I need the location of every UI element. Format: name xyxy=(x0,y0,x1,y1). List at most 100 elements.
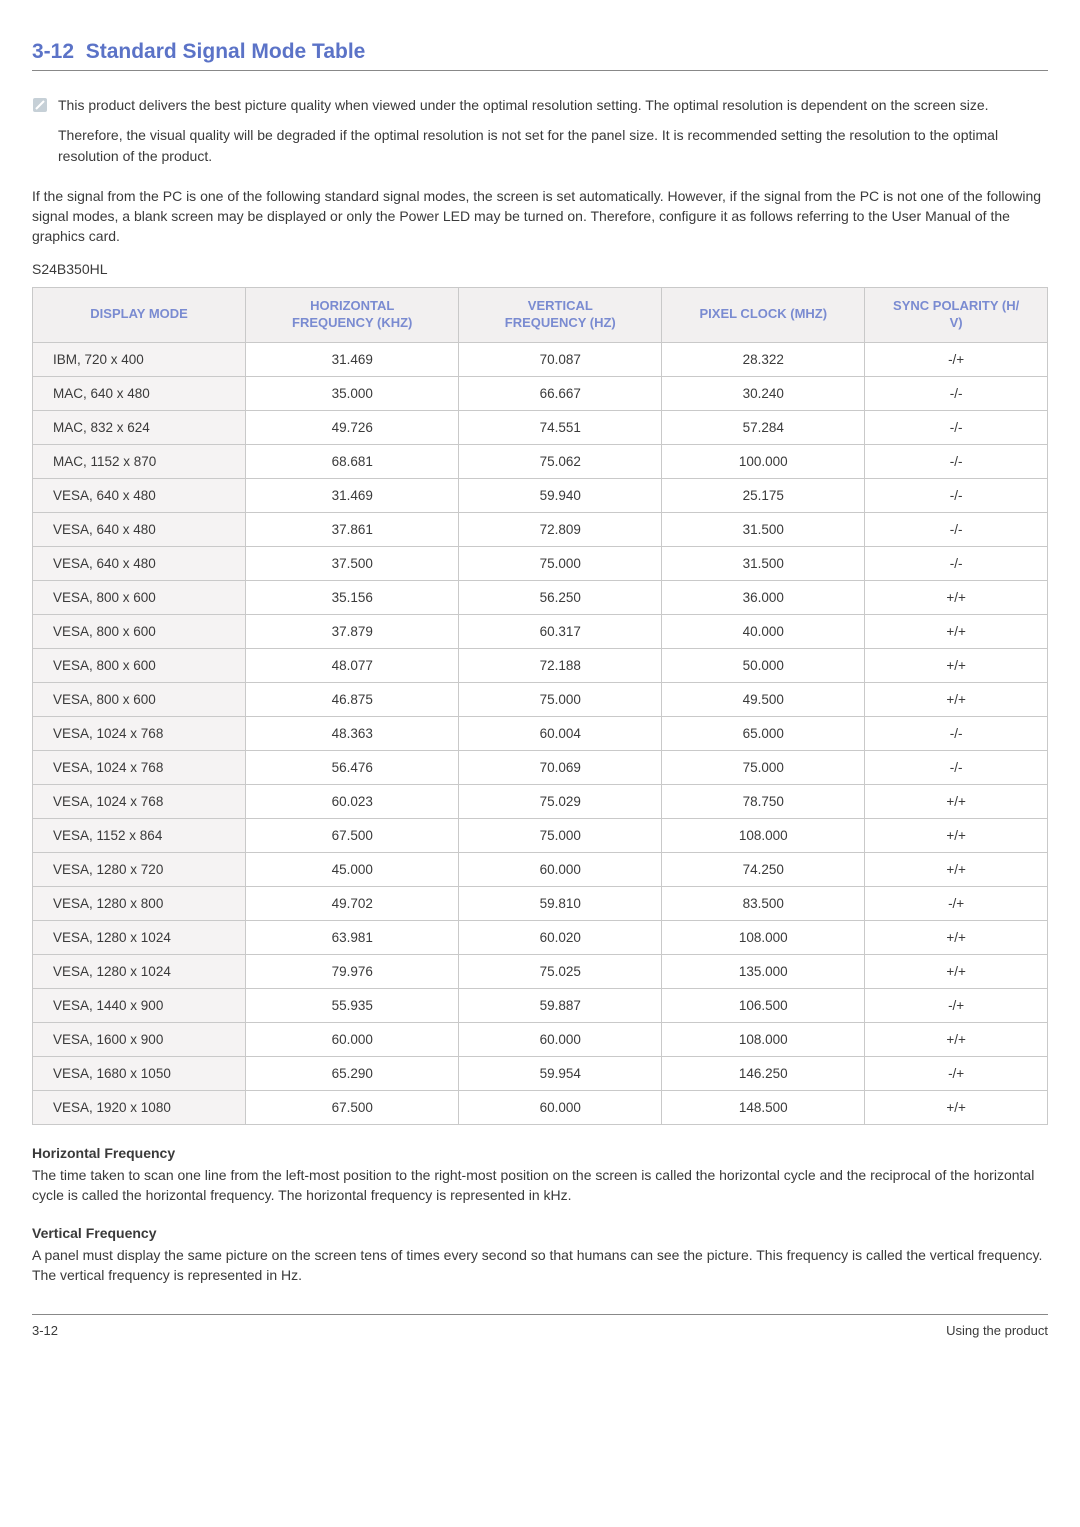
table-row: MAC, 640 x 48035.00066.66730.240-/- xyxy=(33,376,1048,410)
table-cell: 40.000 xyxy=(662,614,865,648)
table-row: VESA, 1280 x 102479.97675.025135.000+/+ xyxy=(33,954,1048,988)
table-cell: 31.469 xyxy=(246,478,459,512)
table-cell: 60.020 xyxy=(459,920,662,954)
table-cell: VESA, 1024 x 768 xyxy=(33,784,246,818)
table-cell: 108.000 xyxy=(662,818,865,852)
table-cell: 31.500 xyxy=(662,546,865,580)
table-cell: 83.500 xyxy=(662,886,865,920)
table-cell: 68.681 xyxy=(246,444,459,478)
table-cell: 49.726 xyxy=(246,410,459,444)
table-row: VESA, 1152 x 86467.50075.000108.000+/+ xyxy=(33,818,1048,852)
table-cell: 36.000 xyxy=(662,580,865,614)
table-cell: 74.250 xyxy=(662,852,865,886)
table-cell: 28.322 xyxy=(662,342,865,376)
table-row: VESA, 1024 x 76860.02375.02978.750+/+ xyxy=(33,784,1048,818)
table-row: VESA, 640 x 48037.86172.80931.500-/- xyxy=(33,512,1048,546)
table-cell: 60.000 xyxy=(246,1022,459,1056)
page-footer: 3-12 Using the product xyxy=(32,1323,1048,1338)
table-cell: VESA, 800 x 600 xyxy=(33,648,246,682)
table-cell: -/- xyxy=(865,444,1048,478)
table-cell: 148.500 xyxy=(662,1090,865,1124)
table-cell: VESA, 800 x 600 xyxy=(33,614,246,648)
table-row: VESA, 1024 x 76848.36360.00465.000-/- xyxy=(33,716,1048,750)
table-cell: 75.029 xyxy=(459,784,662,818)
table-cell: 45.000 xyxy=(246,852,459,886)
table-header-cell: PIXEL CLOCK (MHZ) xyxy=(662,287,865,342)
table-cell: 100.000 xyxy=(662,444,865,478)
table-header-row: DISPLAY MODEHORIZONTALFREQUENCY (KHZ)VER… xyxy=(33,287,1048,342)
table-row: VESA, 640 x 48031.46959.94025.175-/- xyxy=(33,478,1048,512)
table-cell: 48.077 xyxy=(246,648,459,682)
table-row: VESA, 1440 x 90055.93559.887106.500-/+ xyxy=(33,988,1048,1022)
table-cell: 35.156 xyxy=(246,580,459,614)
table-cell: +/+ xyxy=(865,580,1048,614)
table-cell: 75.000 xyxy=(459,818,662,852)
table-row: MAC, 1152 x 87068.68175.062100.000-/- xyxy=(33,444,1048,478)
table-cell: MAC, 640 x 480 xyxy=(33,376,246,410)
table-cell: VESA, 1280 x 800 xyxy=(33,886,246,920)
note-paragraph-1: This product delivers the best picture q… xyxy=(58,95,1048,115)
table-cell: 75.000 xyxy=(459,682,662,716)
table-cell: +/+ xyxy=(865,682,1048,716)
signal-mode-table: DISPLAY MODEHORIZONTALFREQUENCY (KHZ)VER… xyxy=(32,287,1048,1125)
table-cell: 49.500 xyxy=(662,682,865,716)
table-cell: 60.000 xyxy=(459,1022,662,1056)
table-cell: 60.000 xyxy=(459,1090,662,1124)
footer-right: Using the product xyxy=(946,1323,1048,1338)
table-cell: -/- xyxy=(865,410,1048,444)
note-icon xyxy=(32,97,48,113)
table-cell: 65.000 xyxy=(662,716,865,750)
table-row: VESA, 1920 x 108067.50060.000148.500+/+ xyxy=(33,1090,1048,1124)
table-header-cell: SYNC POLARITY (H/V) xyxy=(865,287,1048,342)
table-cell: VESA, 1280 x 1024 xyxy=(33,954,246,988)
horiz-freq-heading: Horizontal Frequency xyxy=(32,1145,1048,1161)
table-cell: 59.954 xyxy=(459,1056,662,1090)
table-cell: 65.290 xyxy=(246,1056,459,1090)
table-cell: +/+ xyxy=(865,920,1048,954)
table-cell: 60.004 xyxy=(459,716,662,750)
table-cell: 70.087 xyxy=(459,342,662,376)
table-row: VESA, 800 x 60048.07772.18850.000+/+ xyxy=(33,648,1048,682)
table-cell: -/- xyxy=(865,478,1048,512)
table-cell: 135.000 xyxy=(662,954,865,988)
table-cell: 146.250 xyxy=(662,1056,865,1090)
table-cell: VESA, 1280 x 1024 xyxy=(33,920,246,954)
table-row: MAC, 832 x 62449.72674.55157.284-/- xyxy=(33,410,1048,444)
table-row: VESA, 800 x 60035.15656.25036.000+/+ xyxy=(33,580,1048,614)
table-cell: 70.069 xyxy=(459,750,662,784)
table-row: IBM, 720 x 40031.46970.08728.322-/+ xyxy=(33,342,1048,376)
intro-paragraph: If the signal from the PC is one of the … xyxy=(32,186,1048,247)
table-cell: 30.240 xyxy=(662,376,865,410)
table-header-cell: VERTICALFREQUENCY (HZ) xyxy=(459,287,662,342)
table-cell: VESA, 800 x 600 xyxy=(33,580,246,614)
table-cell: 35.000 xyxy=(246,376,459,410)
table-cell: 75.000 xyxy=(662,750,865,784)
table-cell: +/+ xyxy=(865,784,1048,818)
table-row: VESA, 1280 x 80049.70259.81083.500-/+ xyxy=(33,886,1048,920)
table-cell: 67.500 xyxy=(246,818,459,852)
table-cell: +/+ xyxy=(865,954,1048,988)
table-cell: VESA, 1024 x 768 xyxy=(33,750,246,784)
table-row: VESA, 800 x 60046.87575.00049.500+/+ xyxy=(33,682,1048,716)
table-body: IBM, 720 x 40031.46970.08728.322-/+MAC, … xyxy=(33,342,1048,1124)
table-cell: -/- xyxy=(865,546,1048,580)
table-cell: 48.363 xyxy=(246,716,459,750)
table-cell: 59.940 xyxy=(459,478,662,512)
table-cell: VESA, 640 x 480 xyxy=(33,546,246,580)
table-cell: -/- xyxy=(865,376,1048,410)
table-cell: 67.500 xyxy=(246,1090,459,1124)
table-cell: -/- xyxy=(865,716,1048,750)
table-cell: 55.935 xyxy=(246,988,459,1022)
table-cell: 72.188 xyxy=(459,648,662,682)
table-row: VESA, 800 x 60037.87960.31740.000+/+ xyxy=(33,614,1048,648)
table-cell: 50.000 xyxy=(662,648,865,682)
table-cell: VESA, 1440 x 900 xyxy=(33,988,246,1022)
table-cell: VESA, 1280 x 720 xyxy=(33,852,246,886)
table-cell: 60.000 xyxy=(459,852,662,886)
table-cell: -/- xyxy=(865,750,1048,784)
vert-freq-body: A panel must display the same picture on… xyxy=(32,1245,1048,1286)
footer-rule xyxy=(32,1314,1048,1315)
page: 3-12 Standard Signal Mode Table This pro… xyxy=(0,0,1080,1362)
table-row: VESA, 1280 x 102463.98160.020108.000+/+ xyxy=(33,920,1048,954)
vert-freq-heading: Vertical Frequency xyxy=(32,1225,1048,1241)
